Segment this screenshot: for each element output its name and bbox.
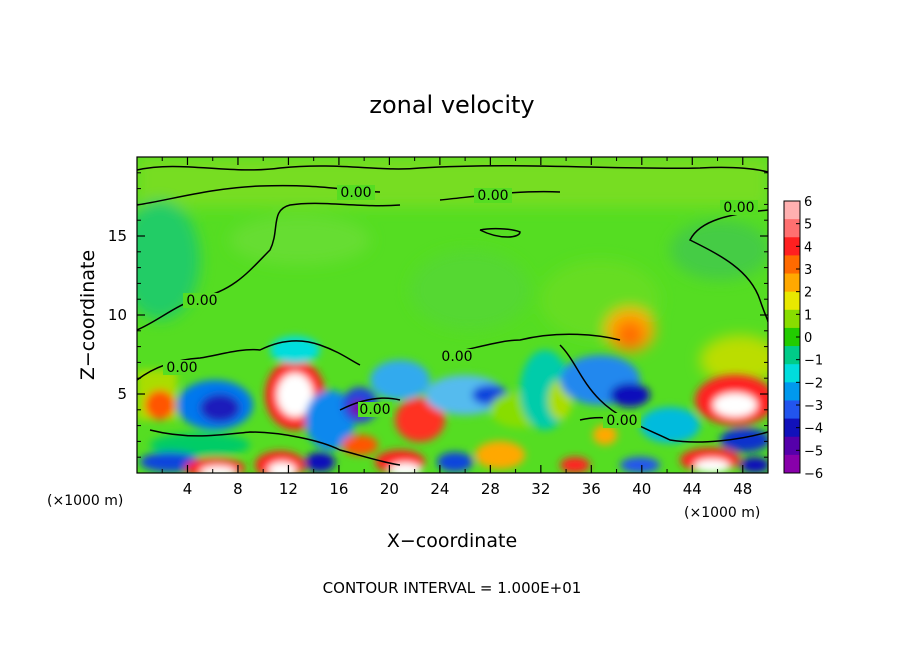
x-tick-label: 8 (233, 480, 243, 498)
x-units-right: (×1000 m) (684, 505, 760, 521)
chart-title: zonal velocity (369, 91, 534, 119)
x-tick-label: 40 (632, 480, 651, 498)
contour-label: 0.00 (166, 360, 197, 376)
colorbar-tick-label: 3 (804, 263, 812, 278)
x-tick-label: 20 (380, 480, 399, 498)
colorbar-swatch (784, 418, 800, 438)
colorbar-swatch (784, 346, 800, 365)
colorbar-swatch (784, 219, 800, 238)
colorbar-tick-label: 4 (804, 240, 812, 255)
y-tick-label: 15 (108, 227, 127, 245)
x-axis-ticks: 4 8 12 16 20 24 28 32 36 40 44 48 (161, 157, 752, 498)
colorbar-tick-label: 0 (804, 331, 812, 346)
x-tick-label: 28 (481, 480, 500, 498)
colorbar-swatch (784, 201, 800, 220)
x-tick-label: 4 (183, 480, 193, 498)
plot-area (137, 157, 768, 473)
contour-label: 0.00 (359, 402, 390, 418)
contour-labels: 0.00 0.00 0.00 0.00 0.00 0.00 0.00 0.00 (163, 185, 758, 429)
contour-label: 0.00 (340, 185, 371, 201)
contour-label: 0.00 (186, 293, 217, 309)
colorbar-swatch (784, 273, 800, 293)
colorbar-tick-label: −1 (804, 354, 823, 369)
colorbar: 6 5 4 3 2 1 0 −1 −2 −3 −4 −5 −6 (783, 195, 823, 482)
colorbar-tick-label: 5 (804, 218, 812, 233)
colorbar-swatch (784, 309, 800, 329)
colorbar-swatch (784, 400, 800, 420)
colorbar-tick-label: −6 (804, 467, 823, 482)
colorbar-swatch (784, 382, 800, 401)
x-axis-label: X−coordinate (387, 530, 517, 552)
colorbar-tick-label: −2 (804, 376, 823, 391)
colorbar-swatch (784, 454, 800, 474)
y-axis-ticks: 5 10 15 (108, 172, 768, 458)
contour-label: 0.00 (606, 413, 637, 429)
colorbar-tick-label: −5 (804, 444, 823, 459)
colorbar-tick-label: 1 (804, 308, 812, 323)
y-axis-label: Z−coordinate (77, 250, 99, 380)
colorbar-swatch (784, 237, 800, 256)
x-tick-label: 44 (683, 480, 702, 498)
contour-label: 0.00 (441, 349, 472, 365)
y-tick-label: 10 (108, 306, 127, 324)
x-tick-label: 12 (279, 480, 298, 498)
colorbar-swatch (784, 291, 800, 311)
colorbar-swatch (784, 364, 800, 383)
x-tick-label: 48 (733, 480, 752, 498)
colorbar-tick-label: 6 (804, 195, 812, 210)
x-tick-label: 16 (329, 480, 348, 498)
x-units-left: (×1000 m) (47, 493, 123, 509)
contour-interval-note: CONTOUR INTERVAL = 1.000E+01 (323, 579, 582, 597)
x-tick-label: 24 (430, 480, 449, 498)
x-tick-label: 36 (582, 480, 601, 498)
contour-label: 0.00 (477, 188, 508, 204)
contour-label: 0.00 (723, 200, 754, 216)
y-tick-label: 5 (117, 385, 127, 403)
colorbar-swatch (784, 327, 800, 347)
colorbar-tick-label: −3 (804, 399, 823, 414)
colorbar-tick-label: 2 (804, 286, 812, 301)
colorbar-swatch (784, 255, 800, 275)
x-tick-label: 32 (531, 480, 550, 498)
colorbar-swatch (784, 436, 800, 456)
colorbar-tick-label: −4 (804, 422, 823, 437)
